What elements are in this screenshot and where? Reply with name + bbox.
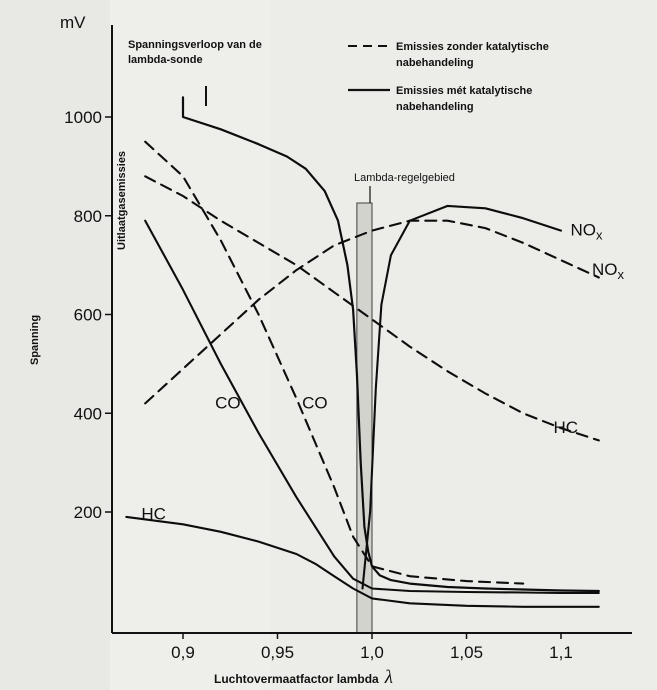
legend: Emissies zonder katalytische nabehandeli… <box>348 41 552 113</box>
x-tick-label: 1,0 <box>360 643 384 662</box>
series-label-hc: HC <box>141 504 166 523</box>
series-line-co-solid <box>144 219 600 595</box>
x-axis-label-text: Luchtovermaatfactor lambda <box>214 672 379 686</box>
x-tick-label: 0,95 <box>261 643 294 662</box>
y-tick-label: 1000 <box>64 108 102 127</box>
x-tick-label: 1,1 <box>549 643 573 662</box>
y-tick-label: 400 <box>74 404 102 423</box>
series-label-no: NOx <box>570 221 603 243</box>
y-tick-label: 600 <box>74 306 102 325</box>
series-line-nox-solid <box>361 204 563 590</box>
series-label-no: NOx <box>592 260 625 282</box>
sensor-label: Spanningsverloop van de lambda-sonde <box>128 39 265 66</box>
y-unit-label: mV <box>60 13 86 32</box>
lambda-window-label: Lambda-regelgebied <box>354 172 455 184</box>
x-tick-label: 0,9 <box>171 643 195 662</box>
x-tick-label: 1,05 <box>450 643 483 662</box>
series-line-hc-solid <box>125 515 600 608</box>
x-axis-lambda-symbol: λ <box>384 667 393 688</box>
legend-dashed-label: Emissies zonder katalytische nabehandeli… <box>396 41 552 69</box>
series-label-hc: HC <box>553 418 578 437</box>
series-line-co-dashed <box>144 140 525 585</box>
y-axis-label: Spanning <box>29 315 41 365</box>
series-line-nox-dashed <box>144 219 600 405</box>
y-axis-label-2: Uitlaatgasemissies <box>116 151 128 250</box>
y-tick-label: 200 <box>74 503 102 522</box>
legend-solid-label: Emissies mét katalytische nabehandeling <box>396 85 535 113</box>
series-line-spanningsverloop-van-de-lambda-sonde-solid <box>181 96 600 593</box>
x-axis-label: Luchtovermaatfactor lambda λ <box>214 667 393 688</box>
series-label-co: CO <box>215 393 241 412</box>
y-tick-label: 800 <box>74 207 102 226</box>
series-label-co: CO <box>302 393 328 412</box>
